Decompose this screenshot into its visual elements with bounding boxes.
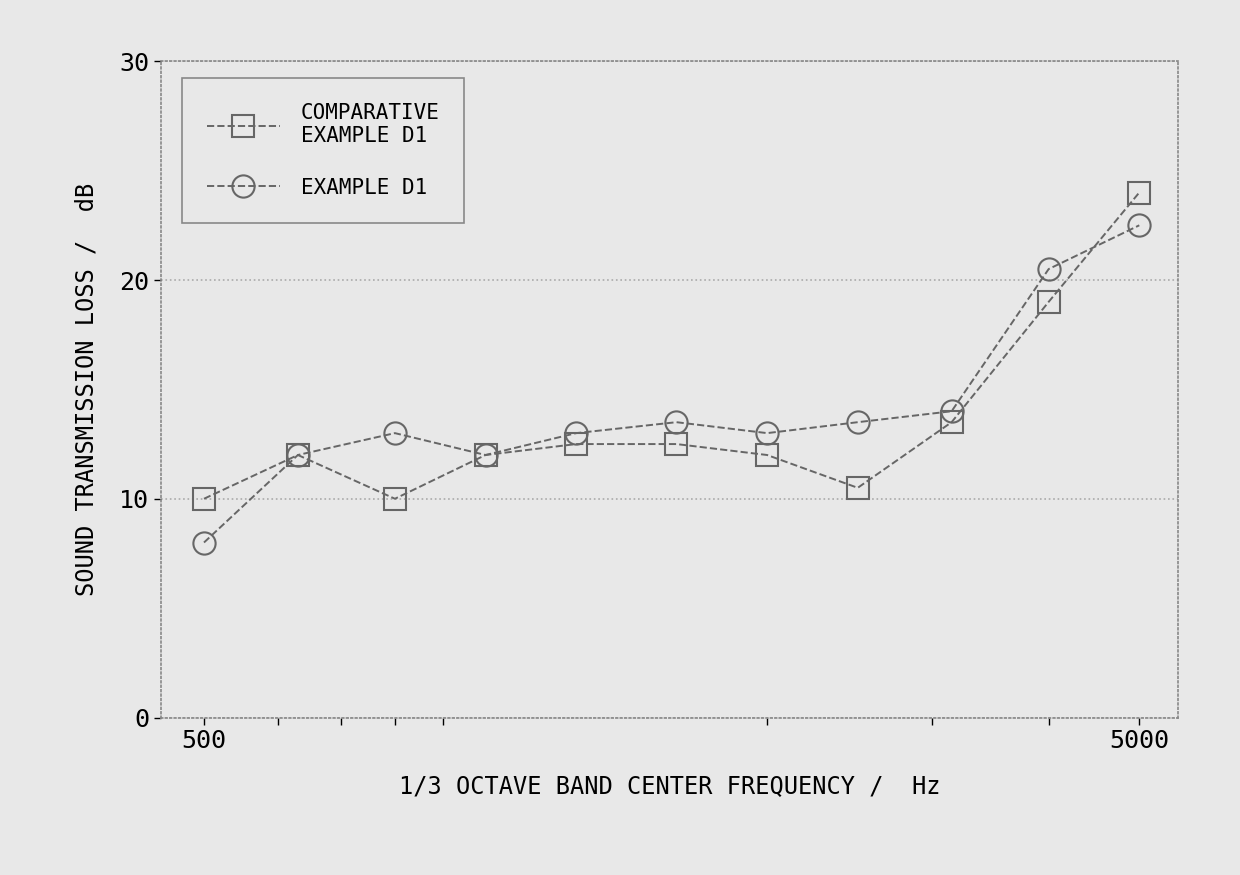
Y-axis label: SOUND TRANSMISSION LOSS /  dB: SOUND TRANSMISSION LOSS / dB xyxy=(74,183,98,596)
COMPARATIVE
EXAMPLE D1 xyxy=(197,493,212,504)
Legend: COMPARATIVE
EXAMPLE D1, EXAMPLE D1: COMPARATIVE EXAMPLE D1, EXAMPLE D1 xyxy=(182,78,465,222)
COMPARATIVE
EXAMPLE D1 xyxy=(944,416,959,427)
EXAMPLE D1 xyxy=(1042,264,1056,275)
EXAMPLE D1 xyxy=(197,537,212,548)
EXAMPLE D1 xyxy=(479,450,494,460)
COMPARATIVE
EXAMPLE D1 xyxy=(479,450,494,460)
COMPARATIVE
EXAMPLE D1 xyxy=(290,450,305,460)
COMPARATIVE
EXAMPLE D1 xyxy=(760,450,775,460)
EXAMPLE D1 xyxy=(1132,220,1147,230)
EXAMPLE D1 xyxy=(290,450,305,460)
EXAMPLE D1 xyxy=(944,406,959,416)
EXAMPLE D1 xyxy=(851,416,866,427)
COMPARATIVE
EXAMPLE D1 xyxy=(387,493,402,504)
COMPARATIVE
EXAMPLE D1 xyxy=(569,438,584,450)
EXAMPLE D1 xyxy=(387,428,402,438)
COMPARATIVE
EXAMPLE D1 xyxy=(1042,297,1056,307)
Line: COMPARATIVE
EXAMPLE D1: COMPARATIVE EXAMPLE D1 xyxy=(193,181,1151,510)
Line: EXAMPLE D1: EXAMPLE D1 xyxy=(193,214,1151,554)
EXAMPLE D1 xyxy=(670,416,684,427)
COMPARATIVE
EXAMPLE D1 xyxy=(851,482,866,493)
COMPARATIVE
EXAMPLE D1 xyxy=(1132,187,1147,198)
EXAMPLE D1 xyxy=(760,428,775,438)
COMPARATIVE
EXAMPLE D1 xyxy=(670,438,684,450)
X-axis label: 1/3 OCTAVE BAND CENTER FREQUENCY /  Hz: 1/3 OCTAVE BAND CENTER FREQUENCY / Hz xyxy=(399,774,940,798)
EXAMPLE D1 xyxy=(569,428,584,438)
